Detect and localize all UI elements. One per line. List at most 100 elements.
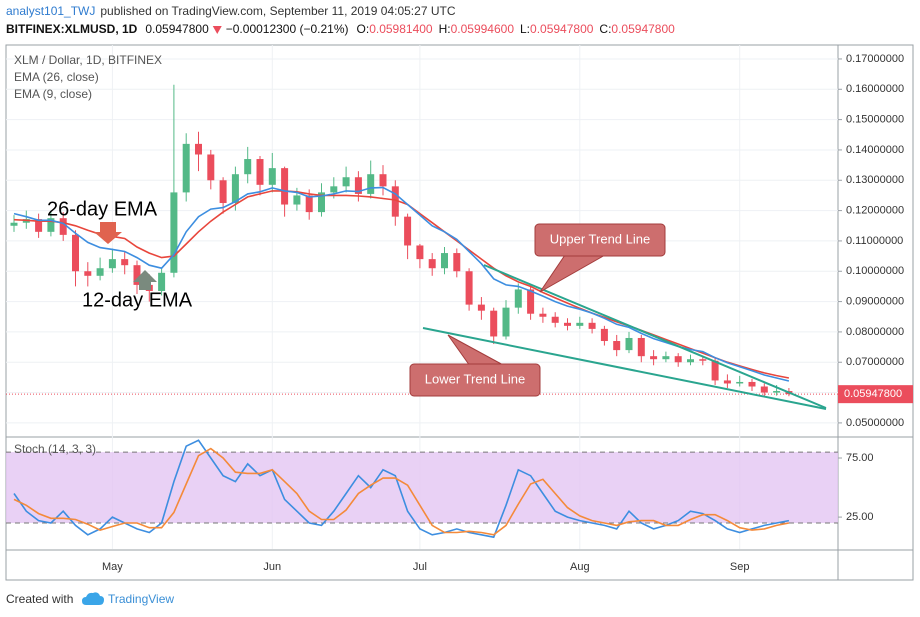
- byline: published on TradingView.com, September …: [100, 4, 455, 18]
- upper-trend-line: [483, 264, 827, 409]
- candle-body: [59, 218, 67, 235]
- candle-body: [121, 259, 129, 266]
- candle-body: [441, 253, 448, 269]
- series-line: [13, 186, 790, 382]
- y-tick-label: 0.11000000: [846, 235, 903, 247]
- candle-body: [687, 359, 694, 363]
- candle-body: [47, 218, 55, 232]
- last-price-box: [838, 385, 913, 404]
- last-price-label: 0.05947800: [844, 388, 902, 400]
- candle-body: [527, 289, 535, 314]
- footer-text: Created with: [6, 592, 73, 606]
- y-tick-label: 75.00: [846, 452, 874, 464]
- y-tick-label: 25.00: [846, 511, 874, 523]
- ema12-arrow: [133, 270, 157, 290]
- candle-body: [736, 381, 744, 384]
- candle-body: [674, 356, 682, 363]
- ema26-arrow: [94, 222, 122, 244]
- candle-body: [564, 322, 571, 326]
- candle-body: [281, 168, 289, 205]
- y-tick-label: 0.09000000: [846, 295, 904, 307]
- candle-body: [539, 313, 547, 317]
- y-tick-label: 0.07000000: [846, 356, 904, 368]
- candle-body: [773, 391, 781, 393]
- candle-body: [428, 259, 436, 269]
- series-line: [13, 439, 790, 539]
- candle-body: [465, 271, 473, 305]
- candle-body: [723, 380, 731, 384]
- trend-lines: [422, 264, 827, 410]
- annotation: 12-day EMA: [82, 289, 193, 311]
- candle-body: [477, 304, 485, 311]
- candle-body: [625, 337, 633, 351]
- lower-trend-line: [422, 327, 827, 410]
- series-line: [13, 190, 790, 379]
- stoch-title: Stoch (14, 3, 3): [14, 442, 96, 456]
- footer-brand: TradingView: [108, 592, 174, 606]
- legend-title: XLM / Dollar, 1D, BITFINEX: [14, 53, 162, 67]
- candle-body: [108, 259, 116, 269]
- candle-body: [379, 174, 387, 187]
- candle-body: [711, 360, 719, 381]
- series-line: [13, 447, 790, 536]
- candle-body: [170, 192, 178, 273]
- candle-body: [367, 174, 375, 194]
- ohlc-label: L:: [520, 22, 530, 36]
- candle-body: [650, 356, 658, 360]
- candle-body: [453, 253, 461, 272]
- y-tick-label: 0.10000000: [846, 265, 904, 277]
- y-tick-label: 0.05000000: [846, 417, 904, 429]
- candle-body: [96, 268, 104, 276]
- x-tick-label: Aug: [570, 561, 590, 573]
- candle-body: [576, 322, 584, 326]
- candle-body: [72, 234, 79, 272]
- y-tick-label: 0.08000000: [846, 326, 904, 338]
- y-tick-label: 0.17000000: [846, 53, 904, 65]
- ohlc-label: H:: [439, 22, 451, 36]
- candle-body: [342, 177, 350, 187]
- candle-body: [195, 143, 202, 155]
- ohlc-label: O:: [357, 22, 370, 36]
- ohlc-value: 0.05981400: [369, 22, 433, 36]
- last-price: 0.05947800: [145, 22, 209, 36]
- band-fill: [6, 452, 838, 524]
- legend-entry: EMA (9, close): [14, 87, 92, 101]
- candle-body: [551, 316, 559, 323]
- candle-body: [391, 186, 399, 217]
- candle-body: [305, 195, 313, 213]
- candle-body: [84, 271, 92, 276]
- candle-body: [613, 341, 621, 351]
- ohlc-label: C:: [599, 22, 611, 36]
- candle-body: [182, 143, 190, 193]
- candle-body: [330, 186, 338, 193]
- candle-body: [158, 272, 166, 291]
- candle-body: [662, 356, 670, 360]
- y-tick-label: 0.13000000: [846, 174, 904, 186]
- candle-body: [207, 154, 215, 181]
- author: analyst101_TWJ: [6, 4, 95, 18]
- down-arrow: [212, 26, 222, 34]
- y-tick-label: 0.16000000: [846, 83, 904, 95]
- candle-body: [10, 222, 18, 226]
- candle-body: [219, 180, 227, 204]
- candle-body: [502, 307, 510, 337]
- symbol: BITFINEX:XLMUSD, 1D: [6, 22, 138, 36]
- callout-box: [534, 223, 666, 257]
- candle-body: [133, 265, 141, 285]
- x-tick-label: May: [102, 561, 123, 573]
- x-tick-label: Jul: [413, 561, 427, 573]
- change: −0.00012300 (−0.21%): [226, 22, 349, 36]
- callout-text: Upper Trend Line: [550, 231, 650, 246]
- candle-body: [637, 337, 645, 357]
- y-tick-label: 0.15000000: [846, 114, 904, 126]
- candle-body: [699, 359, 707, 361]
- candle-body: [514, 289, 522, 308]
- y-tick-label: 0.14000000: [846, 144, 904, 156]
- candle-body: [748, 381, 756, 387]
- ohlc-value: 0.05994600: [451, 22, 515, 36]
- candle-body: [256, 159, 264, 185]
- candle-body: [231, 174, 239, 204]
- ohlc-value: 0.05947800: [611, 22, 675, 36]
